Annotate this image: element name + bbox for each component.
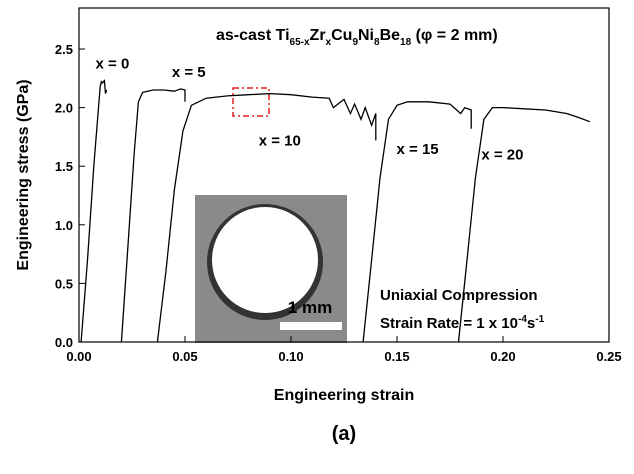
stress-strain-curve <box>80 79 108 343</box>
x-axis-label: Engineering strain <box>274 387 414 404</box>
series-label: x = 20 <box>481 147 523 164</box>
x-tick-label: 0.00 <box>66 349 91 364</box>
text-part: Strain Rate = 1 x 10 <box>380 315 518 332</box>
y-axis-label: Engineering stress (GPa) <box>15 79 32 270</box>
x-tick-label: 0.25 <box>596 349 621 364</box>
script-text: 65-x <box>290 37 310 48</box>
script-text: -1 <box>535 314 544 325</box>
text-part: as-cast Ti <box>216 27 290 44</box>
y-tick-label: 0.0 <box>55 335 73 350</box>
series-label: x = 5 <box>172 64 206 81</box>
y-tick-label: 1.5 <box>55 159 73 174</box>
y-tick-label: 1.0 <box>55 218 73 233</box>
x-tick-label: 0.15 <box>384 349 409 364</box>
stress-strain-curve <box>362 101 472 343</box>
caption: (a) <box>332 423 356 445</box>
script-text: 8 <box>374 37 380 48</box>
text-part: s <box>527 315 535 332</box>
script-text: 9 <box>352 37 358 48</box>
plot-frame <box>78 7 610 343</box>
chart-title: as-cast Ti65-xZrxCu9Ni8Be18 (φ = 2 mm) <box>216 27 498 48</box>
series-label: x = 10 <box>259 133 301 150</box>
stress-strain-curve <box>120 88 186 343</box>
script-text: x <box>326 37 332 48</box>
series-label: x = 0 <box>96 56 130 73</box>
strain-rate: Strain Rate = 1 x 10-4s-1 <box>380 314 545 332</box>
y-tick-label: 2.0 <box>55 101 73 116</box>
inset-image <box>195 195 347 343</box>
x-tick-label: 0.05 <box>172 349 197 364</box>
highlight-box <box>232 87 270 117</box>
stress-strain-curve <box>156 92 377 343</box>
text-part: (φ = 2 mm) <box>411 27 498 44</box>
stress-strain-curve <box>457 106 591 343</box>
text-part: Be <box>380 27 401 44</box>
text-part: Ni <box>358 27 374 44</box>
script-text: -4 <box>518 314 527 325</box>
x-tick-label: 0.10 <box>278 349 303 364</box>
scale-bar-label: 1 mm <box>288 298 332 317</box>
inset-sample <box>212 207 318 313</box>
text-part: Zr <box>310 27 326 44</box>
text-part: Cu <box>331 27 352 44</box>
test-mode: Uniaxial Compression <box>380 287 538 304</box>
script-text: 18 <box>400 37 412 48</box>
x-tick-label: 0.20 <box>490 349 515 364</box>
y-tick-label: 2.5 <box>55 42 73 57</box>
scale-bar <box>280 322 342 330</box>
y-tick-label: 0.5 <box>55 276 73 291</box>
series-label: x = 15 <box>397 141 439 158</box>
